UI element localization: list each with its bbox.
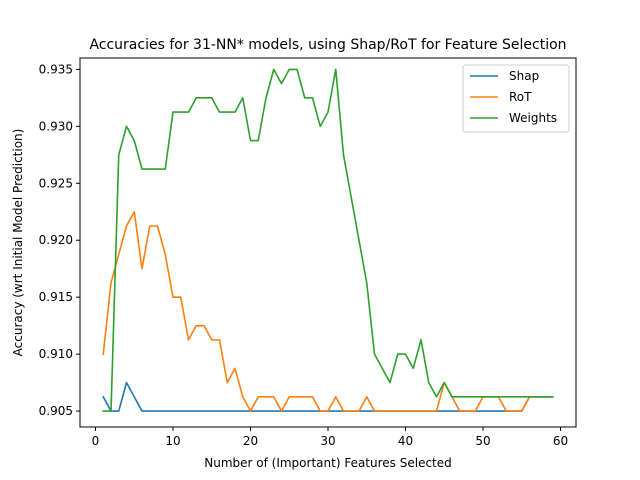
legend-label-rot: RoT [509,90,532,104]
y-tick-label: 0.915 [39,290,73,304]
x-axis-label: Number of (Important) Features Selected [204,456,452,470]
y-tick-label: 0.935 [39,62,73,76]
legend-box [462,64,570,133]
legend-label-weights: Weights [509,111,557,125]
legend-label-shap: Shap [509,69,539,83]
y-tick-label: 0.920 [39,233,73,247]
x-tick-label: 30 [320,434,335,448]
y-axis-label: Accuracy (wrt Initial Model Prediction) [11,129,25,357]
x-tick-label: 0 [92,434,100,448]
x-tick-label: 50 [475,434,490,448]
x-tick-label: 20 [243,434,258,448]
y-tick-label: 0.910 [39,347,73,361]
chart-title: Accuracies for 31-NN* models, using Shap… [89,37,566,53]
series-line-rot [102,210,554,412]
axis-ticks: 0 10 20 30 40 50 60 0.905 0.910 0.915 0.920 0.925 0.… [39,62,569,448]
series-layer [102,68,554,412]
x-tick-label: 40 [398,434,413,448]
series-line-weights [102,68,554,412]
plot-frame [79,57,577,428]
y-tick-label: 0.925 [39,176,73,190]
legend: Shap RoT Weights [462,64,570,133]
x-tick-label: 60 [553,434,568,448]
y-tick-label: 0.930 [39,119,73,133]
y-tick-label: 0.905 [39,404,73,418]
x-tick-label: 10 [165,434,180,448]
